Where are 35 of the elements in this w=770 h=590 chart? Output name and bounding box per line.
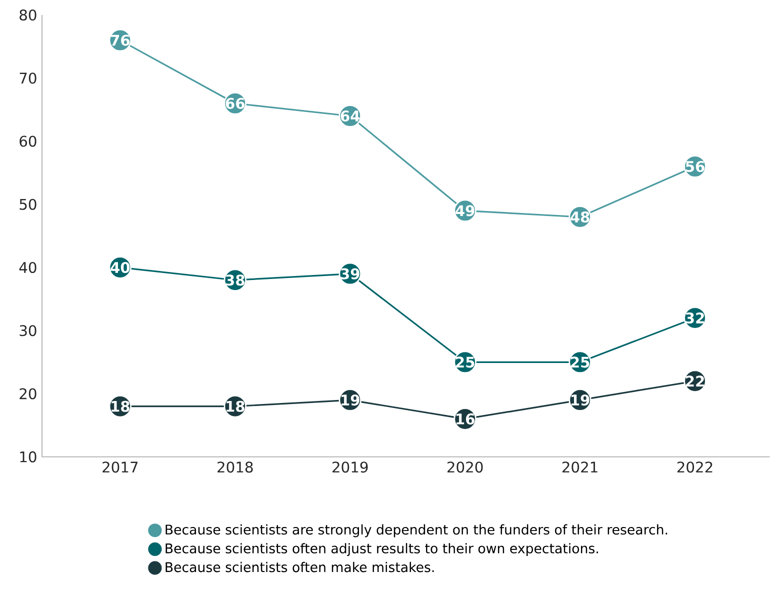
data-label: 64	[340, 110, 360, 122]
legend-label: Because scientists often make mistakes.	[166, 562, 434, 572]
x-tick-label: 2020	[447, 462, 483, 473]
y-tick-label: 20	[20, 388, 36, 400]
data-label: 25	[570, 356, 590, 368]
x-tick-label: 2019	[332, 462, 368, 473]
data-label: 18	[226, 400, 244, 412]
data-label: 49	[456, 205, 474, 216]
y-tick-label: 70	[20, 72, 36, 84]
data-label: 39	[340, 268, 360, 280]
y-tick-label: 80	[20, 10, 36, 21]
data-label: 19	[571, 394, 590, 406]
data-label: 76	[110, 34, 130, 46]
data-label: 56	[686, 161, 704, 172]
data-label: 25	[456, 356, 474, 368]
data-label: 18	[112, 400, 130, 412]
data-label: 40	[110, 262, 130, 274]
y-tick-label: 50	[20, 198, 36, 210]
y-tick-label: 10	[20, 451, 36, 462]
data-label: 66	[226, 98, 245, 110]
y-tick-label: 40	[19, 262, 36, 274]
y-tick-label: 30	[20, 325, 36, 336]
data-label: 16	[456, 414, 474, 425]
data-label: 48	[570, 212, 590, 223]
y-tick-label: 60	[20, 136, 36, 147]
legend-label: Because scientists often adjust results to their own expectations.	[166, 543, 598, 556]
data-label: 19	[342, 394, 360, 406]
x-tick-label: 2018	[218, 462, 253, 473]
legend-label: Because scientists are strongly dependent on the funders of their research.	[166, 524, 668, 538]
x-tick-label: 2022	[677, 462, 712, 473]
x-tick-label: 2017	[102, 462, 138, 473]
data-label: 22	[686, 376, 704, 387]
data-label: 38	[226, 274, 244, 286]
x-tick-label: 2021	[562, 462, 598, 473]
data-label: 32	[686, 312, 704, 324]
